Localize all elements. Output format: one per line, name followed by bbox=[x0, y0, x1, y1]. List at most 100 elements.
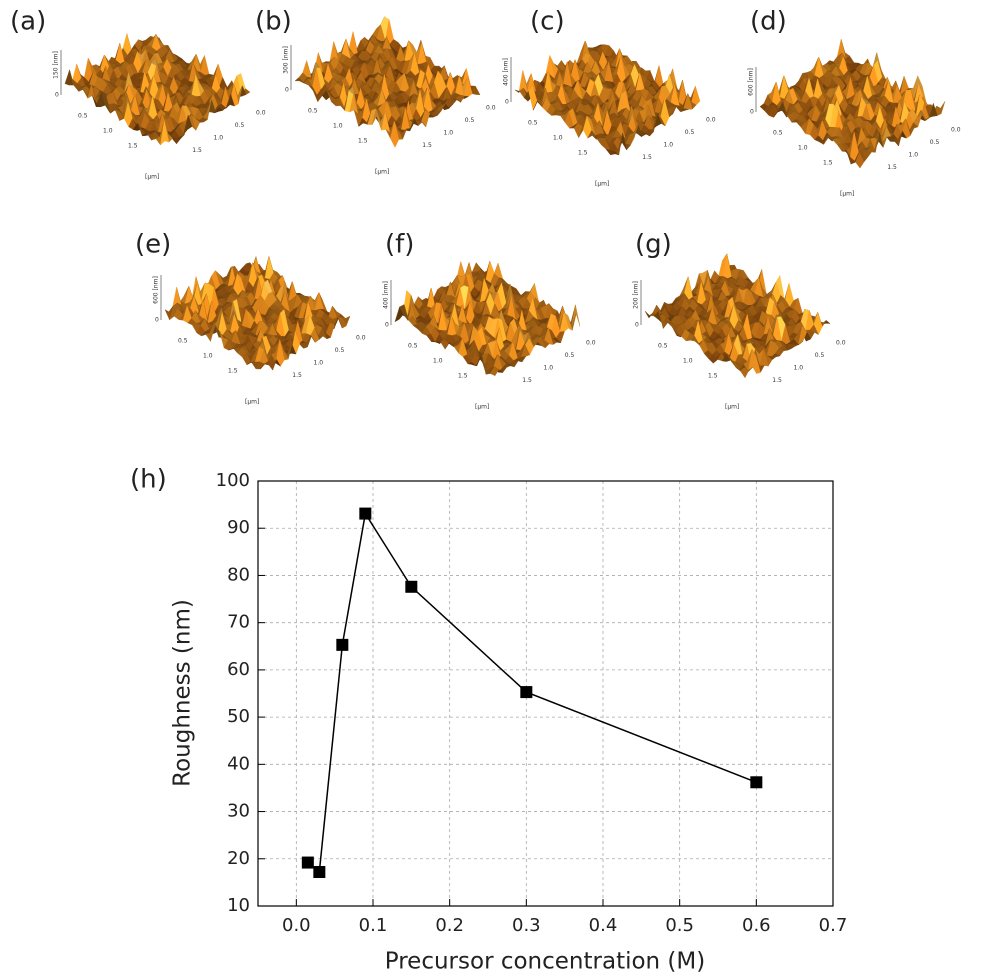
afm-z-zero: 0 bbox=[55, 92, 59, 99]
afm-tick-label: 0.5 bbox=[930, 139, 940, 146]
figure: (h) Precursor concentration (M) Roughnes… bbox=[0, 0, 983, 978]
data-point bbox=[520, 686, 532, 698]
afm-unit-label: [µm] bbox=[840, 191, 854, 198]
afm-tick-label: 0.5 bbox=[235, 122, 245, 129]
y-tick-label: 20 bbox=[227, 848, 250, 869]
afm-tick-label: 1.5 bbox=[358, 138, 368, 145]
afm-tick-label: 1.5 bbox=[823, 160, 833, 167]
data-point bbox=[302, 857, 314, 869]
afm-tick-label: 1.5 bbox=[522, 377, 532, 384]
y-axis-label: Roughness (nm) bbox=[170, 599, 196, 787]
afm-panel-label: (f) bbox=[385, 230, 414, 260]
page: (h) Precursor concentration (M) Roughnes… bbox=[0, 0, 983, 978]
y-tick-label: 70 bbox=[227, 612, 250, 633]
afm-tick-label: 1.5 bbox=[642, 154, 652, 161]
afm-tick-label: 1.5 bbox=[887, 164, 897, 171]
afm-z-label: 600 [nm] bbox=[153, 276, 160, 304]
y-tick-label: 80 bbox=[227, 564, 250, 585]
x-tick-label: 0.3 bbox=[512, 915, 541, 936]
afm-tick-label: 0.5 bbox=[308, 108, 318, 115]
afm-unit-label: [µm] bbox=[145, 174, 159, 181]
afm-tick-label: 1.5 bbox=[458, 373, 468, 380]
afm-z-label: 300 [nm] bbox=[283, 46, 290, 74]
panel-label: (h) bbox=[130, 465, 167, 495]
afm-z-label: 200 [nm] bbox=[633, 281, 640, 309]
afm-image: 0150 [nm]0.51.01.50.00.51.01.5[µm] bbox=[53, 34, 266, 181]
afm-panel-label: (d) bbox=[750, 7, 787, 37]
afm-panel-label: (b) bbox=[255, 7, 292, 37]
afm-tick-label: 1.5 bbox=[292, 372, 302, 379]
data-point bbox=[359, 508, 371, 520]
data-point bbox=[336, 639, 348, 651]
afm-unit-label: [µm] bbox=[475, 404, 489, 411]
afm-z-zero: 0 bbox=[635, 322, 639, 329]
afm-tick-label: 1.0 bbox=[798, 145, 808, 152]
y-tick-label: 90 bbox=[227, 517, 250, 538]
afm-tick-label: 1.0 bbox=[544, 365, 554, 372]
afm-image: 0600 [nm]0.51.01.50.00.51.01.5[µm] bbox=[153, 256, 366, 405]
y-tick-label: 60 bbox=[227, 659, 250, 680]
afm-tick-label: 1.0 bbox=[664, 142, 674, 149]
afm-tick-label: 0.0 bbox=[356, 335, 366, 342]
afm-z-label: 400 [nm] bbox=[383, 281, 390, 309]
afm-tick-label: 0.5 bbox=[773, 130, 783, 137]
afm-tick-label: 1.0 bbox=[433, 358, 443, 365]
afm-panel-label: (a) bbox=[10, 7, 46, 37]
afm-tick-label: 1.5 bbox=[708, 373, 718, 380]
afm-tick-label: 1.0 bbox=[794, 365, 804, 372]
afm-unit-label: [µm] bbox=[725, 404, 739, 411]
x-axis-label: Precursor concentration (M) bbox=[385, 949, 705, 975]
afm-tick-label: 0.5 bbox=[685, 129, 695, 136]
afm-tick-label: 0.5 bbox=[528, 120, 538, 127]
afm-z-label: 400 [nm] bbox=[503, 58, 510, 86]
afm-panel-label: (g) bbox=[635, 230, 672, 260]
data-point bbox=[405, 581, 417, 593]
afm-z-label: 150 [nm] bbox=[53, 51, 60, 79]
afm-tick-label: 1.5 bbox=[192, 147, 202, 154]
afm-panel-label: (c) bbox=[530, 7, 565, 37]
afm-tick-label: 0.0 bbox=[706, 117, 716, 124]
data-point bbox=[750, 776, 762, 788]
afm-tick-label: 0.5 bbox=[815, 352, 825, 359]
afm-image: 0200 [nm]0.51.01.50.00.51.01.5[µm] bbox=[633, 254, 846, 411]
x-tick-label: 0.4 bbox=[589, 915, 618, 936]
afm-tick-label: 1.5 bbox=[228, 368, 238, 375]
afm-tick-label: 0.0 bbox=[586, 340, 596, 347]
afm-tick-label: 0.0 bbox=[256, 110, 266, 117]
afm-tick-label: 1.0 bbox=[214, 135, 224, 142]
afm-tick-label: 0.0 bbox=[836, 340, 846, 347]
x-tick-label: 0.2 bbox=[435, 915, 464, 936]
afm-unit-label: [µm] bbox=[595, 181, 609, 188]
afm-tick-label: 1.0 bbox=[683, 358, 693, 365]
afm-tick-label: 0.5 bbox=[335, 347, 345, 354]
y-tick-label: 100 bbox=[216, 470, 250, 491]
afm-tick-label: 1.5 bbox=[128, 143, 138, 150]
afm-image: 0600 [nm]0.51.01.50.00.51.01.5[µm] bbox=[748, 39, 961, 197]
afm-unit-label: [µm] bbox=[245, 399, 259, 406]
afm-z-zero: 0 bbox=[285, 87, 289, 94]
afm-tick-label: 1.0 bbox=[444, 130, 454, 137]
y-tick-label: 30 bbox=[227, 801, 250, 822]
afm-z-zero: 0 bbox=[385, 322, 389, 329]
data-point bbox=[313, 866, 325, 878]
afm-tick-label: 1.0 bbox=[103, 128, 113, 135]
afm-tick-label: 1.5 bbox=[578, 150, 588, 157]
afm-tick-label: 1.0 bbox=[553, 135, 563, 142]
afm-unit-label: [µm] bbox=[375, 169, 389, 176]
afm-tick-label: 0.5 bbox=[408, 343, 418, 350]
afm-tick-label: 0.0 bbox=[486, 105, 496, 112]
afm-tick-label: 0.5 bbox=[178, 338, 188, 345]
afm-tick-label: 1.5 bbox=[422, 142, 432, 149]
x-tick-label: 0.1 bbox=[359, 915, 388, 936]
afm-image: 0400 [nm]0.51.01.50.00.51.01.5[µm] bbox=[503, 41, 716, 188]
plot-frame bbox=[258, 481, 833, 906]
x-tick-label: 0.5 bbox=[665, 915, 694, 936]
afm-z-zero: 0 bbox=[155, 317, 159, 324]
y-tick-label: 50 bbox=[227, 706, 250, 727]
afm-panel-label: (e) bbox=[135, 230, 171, 260]
afm-tick-label: 1.0 bbox=[909, 152, 919, 159]
afm-tick-label: 0.5 bbox=[465, 117, 475, 124]
afm-tick-label: 1.0 bbox=[314, 360, 324, 367]
afm-image: 0300 [nm]0.51.01.50.00.51.01.5[µm] bbox=[283, 17, 496, 176]
afm-z-label: 600 [nm] bbox=[748, 68, 755, 96]
